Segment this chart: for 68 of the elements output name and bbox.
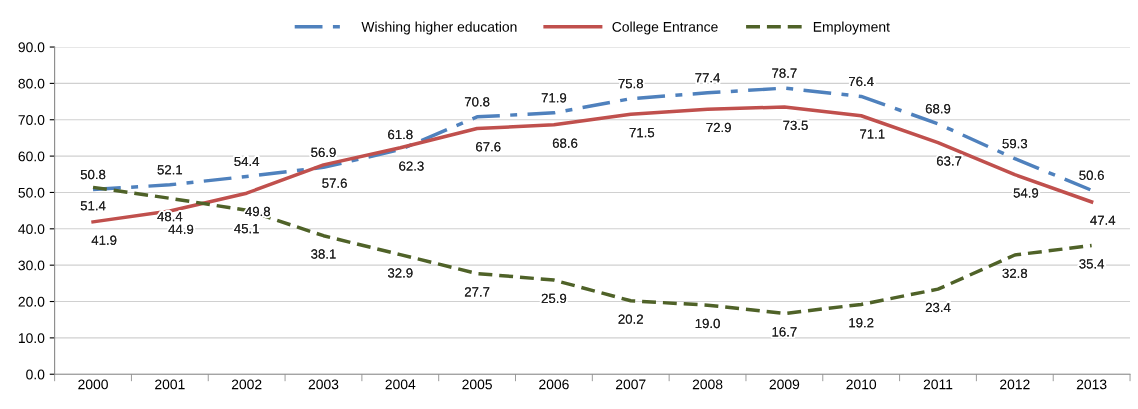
data-label: 70.8 <box>464 97 490 107</box>
data-label: 59.3 <box>1002 138 1028 149</box>
data-label: 67.6 <box>476 142 501 152</box>
y-tick-label: 60.0 <box>18 151 45 162</box>
data-label: 75.8 <box>618 78 643 89</box>
data-label: 68.9 <box>925 104 951 114</box>
data-label: 71.1 <box>860 129 885 139</box>
data-label: 25.9 <box>541 293 567 304</box>
data-label: 68.6 <box>552 138 578 148</box>
data-label: 71.5 <box>629 128 655 138</box>
data-label: 23.4 <box>925 302 951 313</box>
data-label: 19.2 <box>849 318 874 328</box>
x-tick-label: 2007 <box>615 379 646 390</box>
data-label: 71.9 <box>541 93 567 103</box>
data-label: 19.0 <box>695 318 720 329</box>
data-label: 78.7 <box>772 68 797 78</box>
data-label: 41.9 <box>91 235 117 245</box>
y-tick-label: 80.0 <box>18 78 45 89</box>
data-label: 63.7 <box>936 156 962 166</box>
x-tick-label: 2004 <box>385 379 416 390</box>
data-label: 27.7 <box>464 287 490 297</box>
x-tick-label: 2000 <box>78 379 108 390</box>
x-tick-label: 2002 <box>231 379 262 390</box>
x-tick-label: 2003 <box>308 379 339 390</box>
legend-label: Wishing higher education <box>361 21 517 35</box>
x-tick-label: 2012 <box>1000 379 1030 390</box>
data-label: 57.6 <box>322 178 347 188</box>
data-label: 47.4 <box>1090 215 1116 225</box>
data-label: 50.6 <box>1079 170 1104 180</box>
y-tick-label: 0.0 <box>26 369 45 380</box>
data-label: 72.9 <box>706 122 731 133</box>
data-label: 52.1 <box>157 165 183 175</box>
y-tick-label: 10.0 <box>18 333 45 344</box>
x-tick-label: 2013 <box>1076 379 1107 390</box>
legend-label: College Entrance <box>612 21 718 35</box>
y-tick-label: 70.0 <box>18 115 45 125</box>
data-label: 54.9 <box>1013 188 1039 198</box>
x-tick-label: 2010 <box>846 379 877 390</box>
data-label: 62.3 <box>399 161 424 171</box>
x-tick-label: 2011 <box>923 379 953 390</box>
data-label: 45.1 <box>234 224 259 234</box>
y-tick-label: 90.0 <box>18 42 45 53</box>
data-label: 44.9 <box>168 224 194 234</box>
x-tick-label: 2001 <box>155 379 185 390</box>
data-label: 56.9 <box>311 147 336 158</box>
data-label: 20.2 <box>618 314 643 324</box>
data-label: 61.8 <box>388 129 413 140</box>
x-tick-label: 2009 <box>769 379 800 390</box>
data-label: 50.8 <box>80 169 106 180</box>
legend-label: Employment <box>813 21 890 35</box>
y-tick-label: 40.0 <box>18 224 45 234</box>
y-tick-label: 50.0 <box>18 187 45 198</box>
x-tick-label: 2008 <box>692 379 723 390</box>
data-label: 76.4 <box>849 76 874 87</box>
y-tick-label: 20.0 <box>18 296 45 307</box>
data-label: 32.9 <box>387 268 413 278</box>
data-label: 51.4 <box>80 201 106 211</box>
data-label: 73.5 <box>783 120 808 131</box>
data-label: 35.4 <box>1079 259 1105 269</box>
data-label: 77.4 <box>695 73 721 83</box>
data-label: 16.7 <box>772 327 797 337</box>
data-label: 38.1 <box>311 249 336 259</box>
x-tick-label: 2006 <box>539 379 569 390</box>
data-label: 54.4 <box>234 156 260 167</box>
x-tick-label: 2005 <box>462 379 492 390</box>
data-label: 32.8 <box>1002 268 1028 278</box>
y-tick-label: 30.0 <box>18 260 45 271</box>
data-label: 48.4 <box>157 211 183 222</box>
